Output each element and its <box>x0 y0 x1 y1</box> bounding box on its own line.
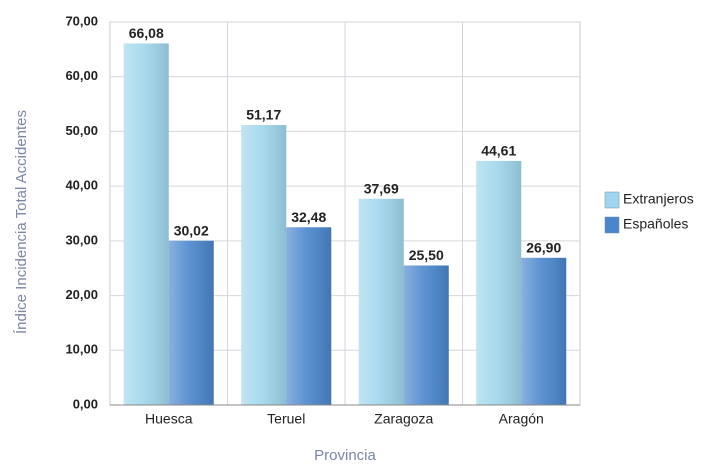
x-tick-label: Huesca <box>145 411 193 427</box>
bar-shine <box>358 198 404 405</box>
y-tick-label: 40,00 <box>65 178 98 193</box>
x-tick-label: Teruel <box>267 411 305 427</box>
value-label: 66,08 <box>129 25 164 41</box>
y-tick-label: 20,00 <box>65 287 98 302</box>
bar-shine <box>286 227 332 405</box>
y-axis-label: Índice Incidencia Total Accidentes <box>13 110 30 334</box>
y-tick-label: 70,00 <box>65 13 98 28</box>
value-label: 37,69 <box>364 180 399 196</box>
value-label: 44,61 <box>481 143 516 159</box>
bar-shine <box>168 240 214 405</box>
y-tick-label: 0,00 <box>73 396 98 411</box>
y-tick-label: 10,00 <box>65 342 98 357</box>
value-label: 51,17 <box>246 107 281 123</box>
x-tick-label: Aragón <box>499 411 544 427</box>
legend-label: Extranjeros <box>623 191 694 207</box>
y-tick-label: 30,00 <box>65 232 98 247</box>
y-tick-label: 60,00 <box>65 68 98 83</box>
y-tick-label: 50,00 <box>65 123 98 138</box>
value-label: 25,50 <box>409 247 444 263</box>
value-label: 32,48 <box>291 209 326 225</box>
bar-shine <box>521 257 567 405</box>
bar-shine <box>403 265 449 405</box>
x-tick-label: Zaragoza <box>374 411 433 427</box>
legend-label: Españoles <box>623 216 688 232</box>
bar-shine <box>476 160 522 405</box>
bar-shine <box>123 43 169 406</box>
bar-shine <box>241 125 287 405</box>
legend-swatch <box>604 216 620 234</box>
legend-swatch <box>604 191 620 209</box>
value-label: 30,02 <box>174 222 209 238</box>
x-axis-label: Provincia <box>314 447 376 464</box>
value-label: 26,90 <box>526 240 561 256</box>
